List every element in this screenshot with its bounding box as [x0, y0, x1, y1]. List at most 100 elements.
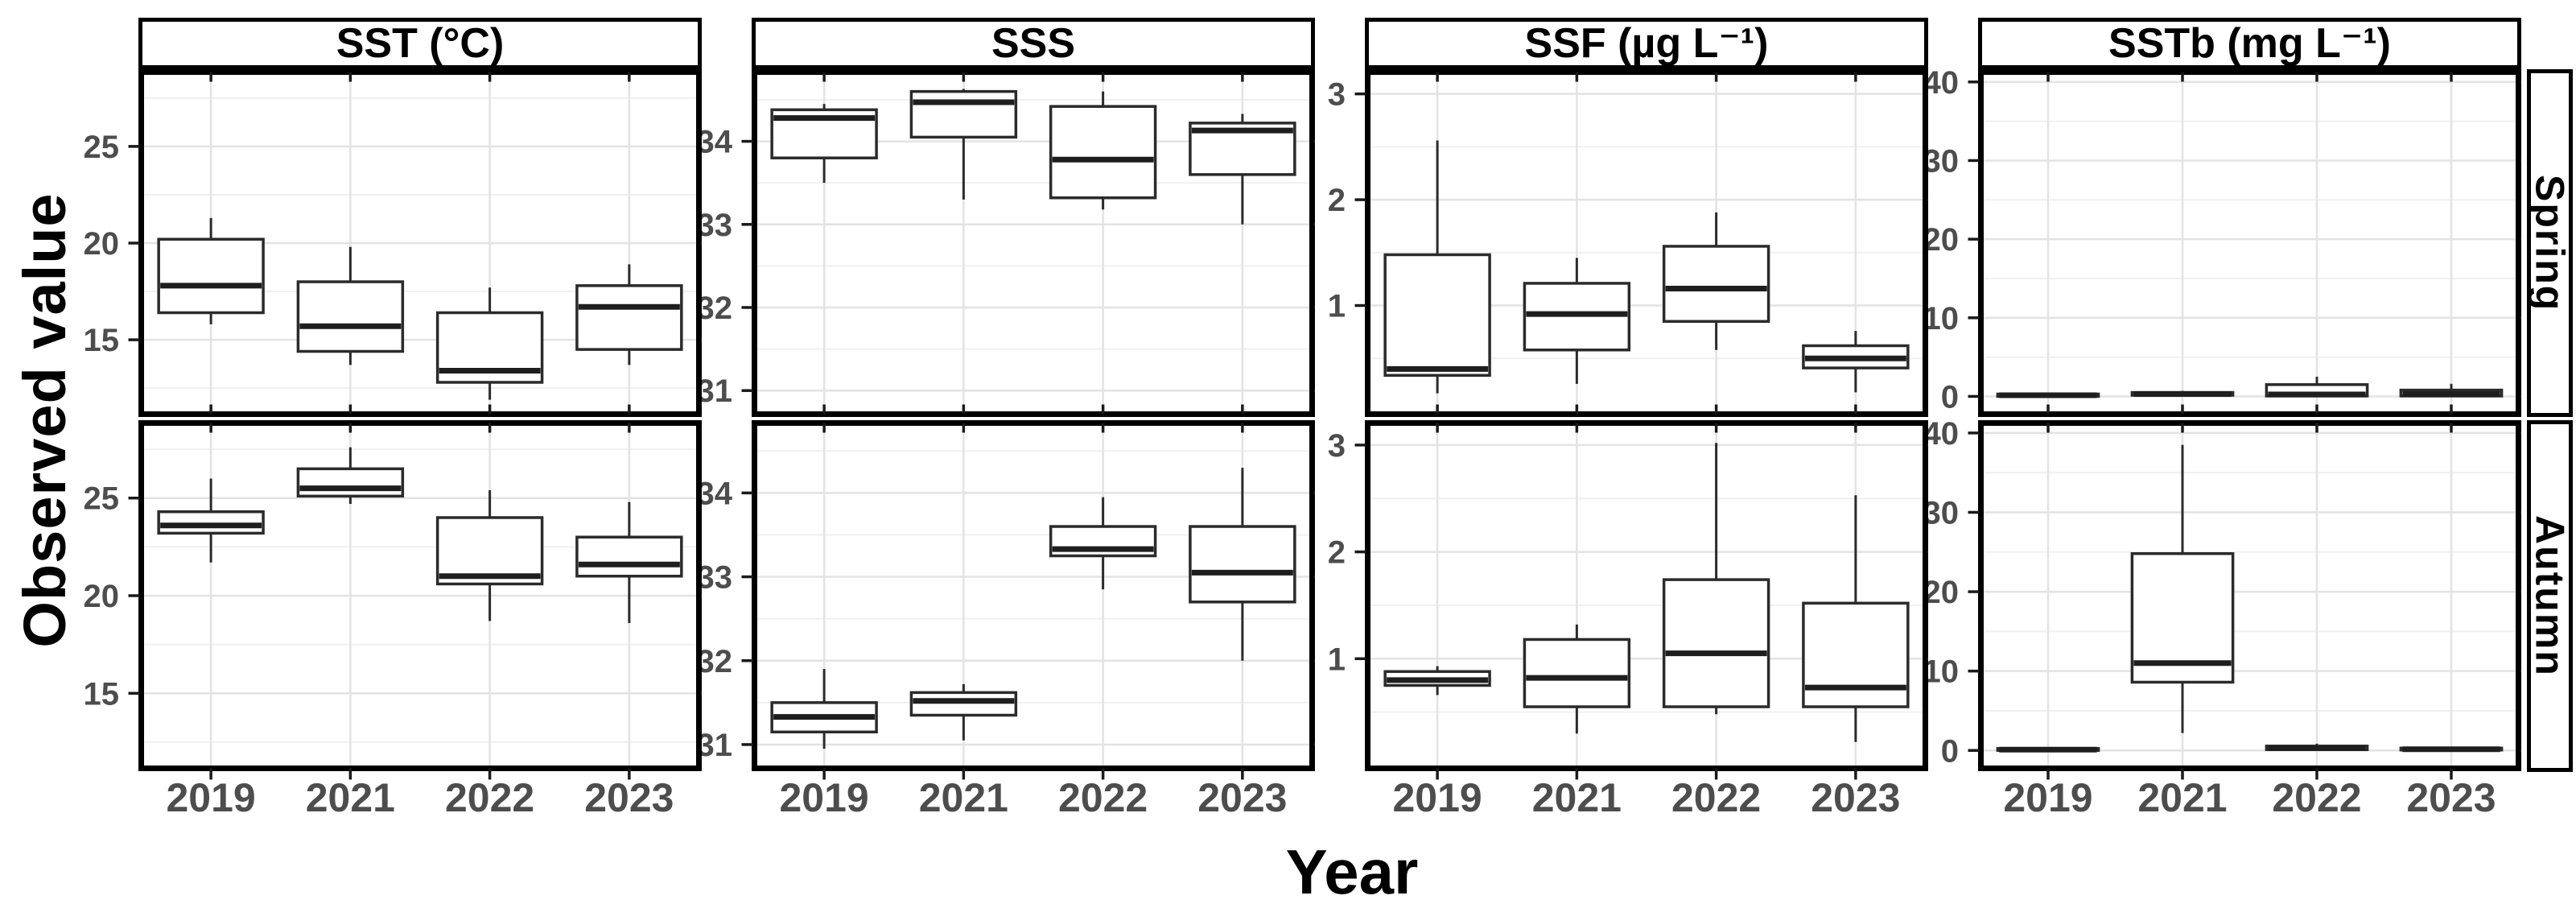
facet-strip-sss-title: SSS	[991, 20, 1076, 67]
boxplot-2021	[909, 683, 1018, 741]
boxplot-2022	[435, 490, 544, 621]
facet-strip-sstb-title: SSTb (mg L⁻¹)	[2108, 20, 2391, 67]
boxplot-2023	[575, 501, 683, 623]
x-tick-label: 2021	[918, 775, 1008, 820]
facet-strip-sst-title: SST (°C)	[336, 20, 505, 67]
panel-sst-autumn: 15 20 25	[84, 420, 702, 780]
panel-sss-autumn: 31 32 33 34	[702, 420, 1315, 780]
x-tick-label: 2019	[2003, 775, 2093, 820]
y-tick-label: 32	[702, 644, 732, 679]
x-tick-labels-sss: 2019 2021 2022 2023	[702, 774, 1315, 823]
y-tick-label: 1	[1328, 642, 1346, 677]
y-tick-label: 20	[84, 579, 120, 614]
x-tick-label: 2023	[2406, 775, 2496, 820]
x-tick-label: 2019	[1392, 775, 1482, 820]
boxplot-2021	[1523, 258, 1631, 384]
y-tick-label: 20	[1928, 575, 1959, 610]
boxplot-2021	[1523, 624, 1631, 734]
panel-ssf-autumn: 1 2 3	[1328, 420, 1928, 780]
x-axis-title: Year	[1285, 836, 1419, 907]
y-axis-title: Observed value	[11, 192, 78, 648]
panel-border	[1365, 420, 1928, 771]
panel-sst-spring: 15 20 25	[84, 69, 702, 417]
y-tick-label: 31	[702, 728, 732, 763]
y-tick-label: 25	[84, 130, 120, 165]
boxplot-2021	[296, 447, 405, 505]
y-tick-label: 3	[1328, 428, 1346, 464]
boxplot-2021	[909, 89, 1018, 200]
x-tick-label: 2022	[1671, 775, 1762, 820]
y-tick-label: 15	[84, 676, 120, 712]
y-tick-label: 34	[702, 125, 733, 160]
panel-sstb-spring: 0 10 20 30 40	[1928, 69, 2521, 417]
x-tick-labels-ssf: 2019 2021 2022 2023	[1315, 774, 1928, 823]
x-tick-label: 2019	[779, 775, 869, 820]
panel-border	[138, 69, 702, 417]
boxplot-2019	[770, 669, 878, 749]
panel-ssf-spring: 1 2 3	[1328, 69, 1928, 417]
y-tick-label: 3	[1328, 77, 1346, 113]
boxplot-2021	[296, 246, 405, 365]
panel-sss-spring: 31 32 33 34	[702, 69, 1315, 417]
boxplot-2022	[1662, 443, 1770, 715]
y-tick-label: 10	[1928, 654, 1959, 690]
boxplot-2019	[770, 104, 878, 184]
boxplot-2023	[1802, 331, 1910, 393]
x-tick-label: 2022	[2272, 775, 2362, 820]
facet-strip-autumn-label: Autumn	[2527, 515, 2573, 677]
y-tick-label: 30	[1928, 495, 1959, 530]
x-tick-label: 2023	[584, 775, 674, 820]
facet-strip-sstb: SSTb (mg L⁻¹)	[1978, 18, 2521, 69]
y-tick-label: 34	[702, 476, 733, 511]
y-tick-label: 30	[1928, 143, 1959, 179]
facet-strip-autumn: Autumn	[2527, 420, 2573, 772]
boxplot-2023	[2399, 746, 2504, 753]
y-tick-label: 20	[84, 226, 120, 262]
x-tick-label: 2019	[166, 775, 256, 820]
panel-border	[1978, 420, 2521, 771]
boxplot-2019	[1383, 140, 1491, 394]
boxplot-2019	[157, 217, 265, 324]
x-tick-label: 2021	[1531, 775, 1622, 820]
panel-sstb-autumn: 0 10 20 30 40	[1928, 420, 2521, 780]
boxplot-2021	[2130, 390, 2235, 398]
boxplot-2022	[2265, 377, 2369, 398]
boxplot-2019	[1383, 666, 1491, 695]
boxplot-2019	[157, 478, 265, 563]
facet-strip-spring-label: Spring	[2527, 174, 2573, 312]
x-tick-label: 2023	[1811, 775, 1901, 820]
x-tick-label: 2021	[305, 775, 395, 820]
y-tick-label: 0	[1941, 379, 1959, 415]
x-tick-label: 2021	[2137, 775, 2228, 820]
boxplot-2022	[1049, 91, 1157, 210]
boxplot-2022	[1662, 212, 1770, 350]
y-tick-label: 32	[702, 291, 732, 326]
boxplot-2022	[1049, 497, 1157, 590]
y-tick-label: 33	[702, 560, 732, 596]
y-tick-label: 0	[1941, 733, 1959, 769]
y-tick-label: 15	[84, 323, 120, 358]
x-tick-label: 2022	[1058, 775, 1148, 820]
y-tick-label: 25	[84, 481, 120, 517]
facet-strip-ssf-title: SSF (µg L⁻¹)	[1524, 20, 1769, 67]
facet-strip-sst: SST (°C)	[138, 18, 702, 69]
x-tick-labels-sstb: 2019 2021 2022 2023	[1928, 774, 2521, 823]
x-tick-label: 2022	[445, 775, 535, 820]
panel-border	[1978, 69, 2521, 417]
y-tick-label: 10	[1928, 301, 1959, 336]
y-tick-label: 40	[1928, 69, 1959, 101]
y-tick-label: 20	[1928, 222, 1959, 258]
facet-strip-ssf: SSF (µg L⁻¹)	[1365, 18, 1928, 69]
boxplot-2019	[1996, 746, 2100, 753]
y-tick-label: 31	[702, 374, 732, 409]
panel-border	[1365, 69, 1928, 417]
x-tick-label: 2023	[1197, 775, 1288, 820]
y-tick-label: 2	[1328, 535, 1346, 571]
y-tick-label: 40	[1928, 420, 1959, 452]
facet-strip-sss: SSS	[752, 18, 1315, 69]
panel-border	[752, 420, 1315, 771]
boxplot-2021	[2130, 444, 2235, 733]
boxplot-2019	[1996, 392, 2100, 398]
panel-border	[138, 420, 702, 771]
